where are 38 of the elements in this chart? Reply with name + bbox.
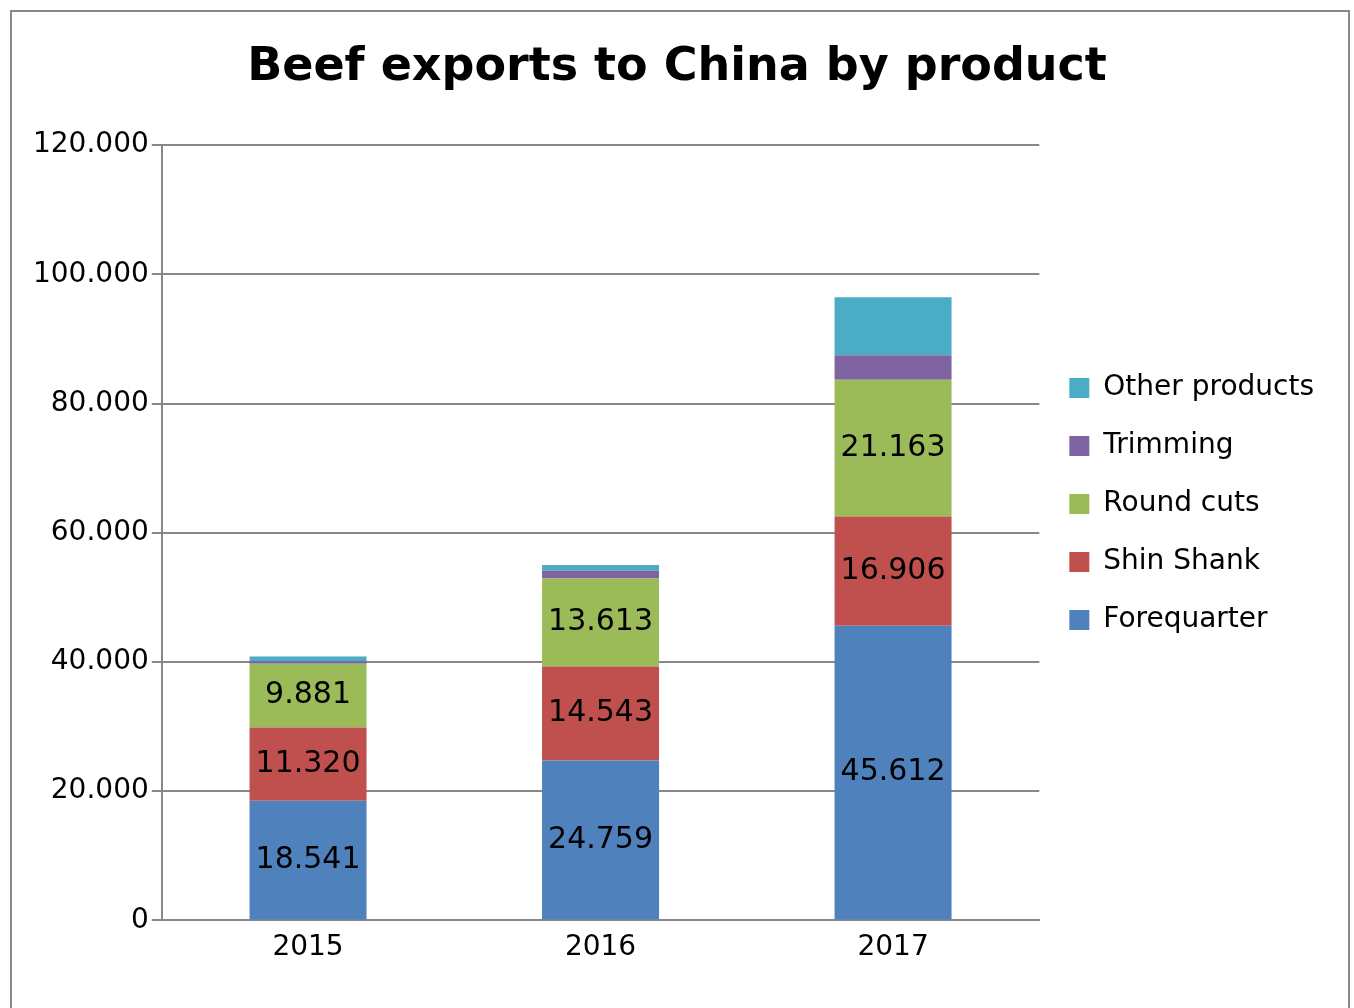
legend-label: Forequarter bbox=[1103, 601, 1269, 635]
x-tick-label: 2016 bbox=[564, 929, 637, 963]
bar bbox=[542, 760, 660, 920]
bar bbox=[834, 355, 952, 380]
y-tick-label: 100.000 bbox=[32, 255, 149, 289]
bar bbox=[834, 379, 952, 517]
data-label: 14.543 bbox=[548, 693, 654, 729]
bar bbox=[249, 727, 367, 801]
data-label: 45.612 bbox=[840, 752, 946, 788]
data-label: 21.163 bbox=[840, 427, 946, 463]
y-tick-label: 120.000 bbox=[32, 126, 149, 160]
x-tick-label: 2017 bbox=[857, 929, 929, 963]
x-tick-label: 2015 bbox=[272, 929, 344, 963]
data-label: 24.759 bbox=[548, 819, 654, 855]
bar bbox=[542, 565, 660, 571]
legend-label: Round cuts bbox=[1103, 485, 1260, 519]
data-label: 18.541 bbox=[255, 839, 361, 875]
bar bbox=[834, 625, 952, 920]
y-tick-label: 40.000 bbox=[50, 643, 149, 677]
data-label: 11.320 bbox=[255, 743, 361, 779]
y-tick-label: 0 bbox=[130, 901, 149, 935]
bar bbox=[542, 666, 660, 761]
legend-label: Shin Shank bbox=[1103, 543, 1261, 577]
legend-label: Trimming bbox=[1102, 427, 1234, 461]
bar bbox=[249, 800, 367, 920]
legend-label: Other products bbox=[1103, 369, 1314, 403]
y-tick-label: 80.000 bbox=[50, 384, 149, 418]
bar bbox=[834, 516, 952, 626]
data-label: 9.881 bbox=[265, 675, 351, 711]
y-tick-label: 20.000 bbox=[50, 772, 149, 806]
bar bbox=[834, 297, 952, 356]
bar bbox=[249, 661, 367, 664]
y-tick-label: 60.000 bbox=[50, 514, 149, 548]
data-label: 16.906 bbox=[840, 550, 946, 586]
bar bbox=[542, 570, 660, 579]
bar bbox=[542, 578, 660, 667]
data-label: 13.613 bbox=[548, 602, 654, 638]
chart-title: Beef exports to China by product bbox=[247, 36, 1107, 91]
